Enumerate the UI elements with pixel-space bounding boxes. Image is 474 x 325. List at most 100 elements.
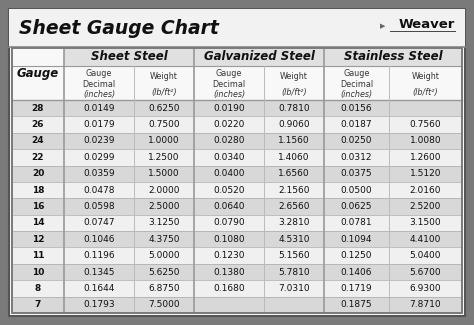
Text: (lb/ft²): (lb/ft²) — [281, 88, 307, 97]
Text: 0.0500: 0.0500 — [341, 186, 372, 195]
Text: Weight: Weight — [411, 72, 439, 81]
Text: 0.1380: 0.1380 — [213, 267, 245, 277]
Bar — [12, 247, 462, 264]
Text: 1.0080: 1.0080 — [410, 136, 441, 146]
Text: Gauge: Gauge — [17, 68, 59, 81]
Text: 5.6700: 5.6700 — [410, 267, 441, 277]
Text: 1.6560: 1.6560 — [278, 169, 310, 178]
Text: 0.1406: 0.1406 — [341, 267, 372, 277]
Bar — [12, 48, 462, 313]
Text: 0.0239: 0.0239 — [83, 136, 115, 146]
Text: Gauge: Gauge — [343, 69, 370, 78]
Text: 0.1719: 0.1719 — [341, 284, 372, 293]
Text: 0.0520: 0.0520 — [213, 186, 245, 195]
Text: 2.0160: 2.0160 — [410, 186, 441, 195]
Text: (inches): (inches) — [340, 90, 373, 99]
Text: 26: 26 — [32, 120, 44, 129]
Text: Stainless Steel: Stainless Steel — [344, 50, 442, 63]
Text: Gauge: Gauge — [216, 69, 242, 78]
Text: 0.1230: 0.1230 — [213, 251, 245, 260]
Text: Decimal: Decimal — [340, 80, 373, 88]
Text: 0.0640: 0.0640 — [213, 202, 245, 211]
Text: 4.3750: 4.3750 — [148, 235, 180, 244]
Text: 18: 18 — [32, 186, 44, 195]
Text: 5.1560: 5.1560 — [278, 251, 310, 260]
Text: Weaver: Weaver — [399, 19, 455, 32]
Text: 7.5000: 7.5000 — [148, 300, 180, 309]
Text: 5.6250: 5.6250 — [148, 267, 180, 277]
Text: 22: 22 — [32, 153, 44, 162]
Text: 1.5000: 1.5000 — [148, 169, 180, 178]
Text: 0.1644: 0.1644 — [83, 284, 115, 293]
Text: 12: 12 — [32, 235, 44, 244]
Text: Gauge: Gauge — [86, 69, 112, 78]
Text: (lb/ft²): (lb/ft²) — [151, 88, 177, 97]
Text: 10: 10 — [32, 267, 44, 277]
Text: 0.0250: 0.0250 — [341, 136, 372, 146]
Text: 0.0375: 0.0375 — [341, 169, 372, 178]
Text: 0.0149: 0.0149 — [83, 104, 115, 113]
Text: 1.1560: 1.1560 — [278, 136, 310, 146]
Text: 3.1250: 3.1250 — [148, 218, 180, 227]
Text: 0.0747: 0.0747 — [83, 218, 115, 227]
Text: 0.7560: 0.7560 — [410, 120, 441, 129]
Text: Sheet Gauge Chart: Sheet Gauge Chart — [19, 19, 219, 37]
Bar — [12, 280, 462, 297]
Text: Weight: Weight — [280, 72, 308, 81]
Text: 20: 20 — [32, 169, 44, 178]
Text: 0.0299: 0.0299 — [83, 153, 115, 162]
Text: 0.0625: 0.0625 — [341, 202, 372, 211]
Bar — [12, 100, 462, 116]
Text: 0.7810: 0.7810 — [278, 104, 310, 113]
Text: 2.5200: 2.5200 — [410, 202, 441, 211]
Bar — [12, 48, 462, 100]
Text: 0.1196: 0.1196 — [83, 251, 115, 260]
Text: 0.1680: 0.1680 — [213, 284, 245, 293]
Text: 0.1046: 0.1046 — [83, 235, 115, 244]
Text: 1.0000: 1.0000 — [148, 136, 180, 146]
Text: 0.6250: 0.6250 — [148, 104, 180, 113]
Text: 1.2500: 1.2500 — [148, 153, 180, 162]
Bar — [64, 48, 194, 66]
Bar — [194, 48, 324, 66]
Bar — [12, 182, 462, 198]
Text: ▶: ▶ — [380, 23, 385, 29]
Text: 0.0190: 0.0190 — [213, 104, 245, 113]
Text: (lb/ft²): (lb/ft²) — [413, 88, 438, 97]
Bar — [12, 231, 462, 247]
Text: 1.5120: 1.5120 — [410, 169, 441, 178]
Text: 0.1793: 0.1793 — [83, 300, 115, 309]
Bar — [12, 297, 462, 313]
Text: 1.4060: 1.4060 — [278, 153, 310, 162]
Text: 0.1250: 0.1250 — [341, 251, 372, 260]
Bar — [12, 215, 462, 231]
Text: 5.7810: 5.7810 — [278, 267, 310, 277]
Bar — [12, 165, 462, 182]
Text: 24: 24 — [32, 136, 44, 146]
Text: (inches): (inches) — [213, 90, 245, 99]
Bar — [12, 264, 462, 280]
Text: 3.1500: 3.1500 — [410, 218, 441, 227]
Text: 0.0220: 0.0220 — [213, 120, 245, 129]
Text: 7.0310: 7.0310 — [278, 284, 310, 293]
Bar — [12, 116, 462, 133]
Text: 0.0187: 0.0187 — [341, 120, 372, 129]
Text: Galvanized Steel: Galvanized Steel — [203, 50, 314, 63]
Bar — [9, 9, 465, 47]
Text: 0.0340: 0.0340 — [213, 153, 245, 162]
Text: 0.7500: 0.7500 — [148, 120, 180, 129]
Text: 0.1080: 0.1080 — [213, 235, 245, 244]
Text: 5.0400: 5.0400 — [410, 251, 441, 260]
Text: 6.9300: 6.9300 — [410, 284, 441, 293]
Text: 0.0312: 0.0312 — [341, 153, 372, 162]
Text: Weight: Weight — [150, 72, 178, 81]
Text: (inches): (inches) — [83, 90, 115, 99]
Text: Sheet Steel: Sheet Steel — [91, 50, 167, 63]
Text: 6.8750: 6.8750 — [148, 284, 180, 293]
Text: 0.9060: 0.9060 — [278, 120, 310, 129]
Text: 8: 8 — [35, 284, 41, 293]
Text: 0.1094: 0.1094 — [341, 235, 372, 244]
Text: 28: 28 — [32, 104, 44, 113]
Text: 0.0156: 0.0156 — [341, 104, 372, 113]
Text: 7.8710: 7.8710 — [410, 300, 441, 309]
